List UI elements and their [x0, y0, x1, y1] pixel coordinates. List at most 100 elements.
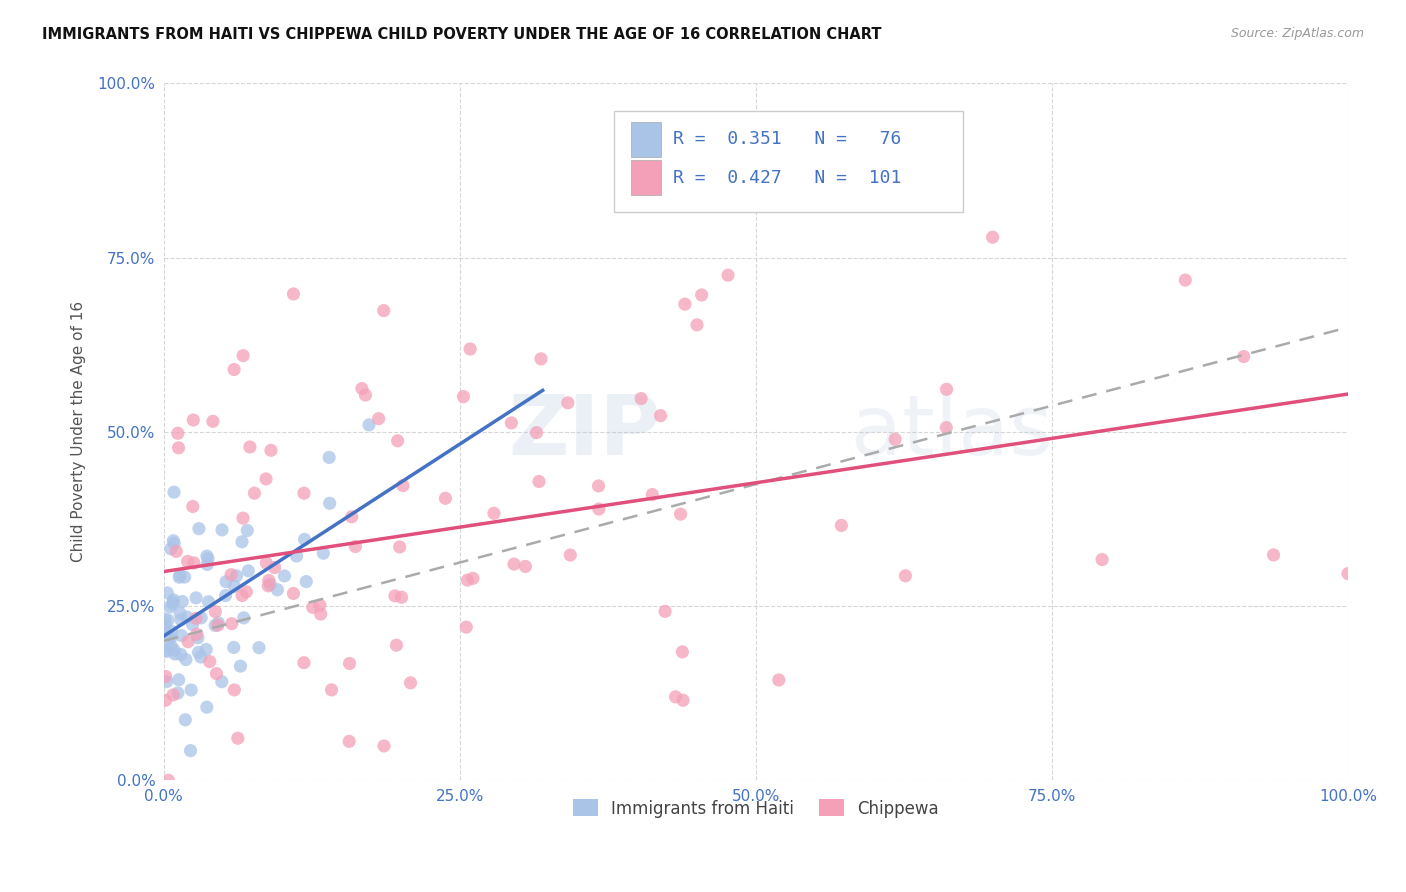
Point	[301, 600, 323, 615]
Point	[295, 574, 318, 589]
Point	[153, 621, 176, 635]
Point	[254, 556, 277, 570]
Point	[160, 640, 183, 654]
Point	[170, 629, 193, 643]
Point	[163, 536, 186, 550]
Point	[247, 640, 270, 655]
Point	[650, 409, 672, 423]
Point	[229, 659, 252, 673]
Point	[221, 616, 243, 631]
Point	[190, 611, 212, 625]
Point	[669, 507, 692, 521]
Point	[163, 643, 186, 657]
Point	[292, 486, 315, 500]
Point	[1263, 548, 1285, 562]
Point	[686, 318, 709, 332]
Point	[155, 669, 177, 683]
Point	[195, 642, 218, 657]
Point	[231, 534, 253, 549]
Point	[186, 627, 208, 641]
Point	[187, 522, 209, 536]
Point	[884, 432, 907, 446]
Point	[184, 611, 207, 625]
Point	[162, 533, 184, 548]
Point	[263, 560, 285, 574]
Point	[215, 574, 238, 589]
Point	[373, 739, 395, 753]
Point	[169, 607, 191, 621]
Point	[935, 420, 957, 434]
Point	[260, 443, 283, 458]
Point	[254, 472, 277, 486]
Y-axis label: Child Poverty Under the Age of 16: Child Poverty Under the Age of 16	[72, 301, 86, 563]
Point	[292, 656, 315, 670]
Point	[160, 541, 183, 556]
Point	[257, 574, 280, 588]
Point	[458, 342, 481, 356]
Point	[387, 434, 409, 448]
Point	[235, 585, 257, 599]
Point	[515, 559, 537, 574]
Point	[222, 640, 245, 655]
Point	[195, 700, 218, 714]
Point	[690, 288, 713, 302]
Point	[173, 570, 195, 584]
Point	[169, 570, 191, 584]
Point	[664, 690, 686, 704]
Point	[211, 523, 233, 537]
Point	[503, 557, 526, 571]
Point	[224, 362, 246, 376]
Point	[180, 683, 202, 698]
Point	[187, 631, 209, 645]
Point	[350, 382, 373, 396]
Point	[159, 600, 181, 615]
Point	[357, 417, 380, 432]
Point	[176, 554, 198, 568]
Point	[162, 597, 184, 611]
Point	[981, 230, 1004, 244]
Point	[453, 390, 475, 404]
Point	[232, 511, 254, 525]
Point	[226, 731, 249, 746]
Point	[259, 577, 281, 591]
Point	[162, 593, 184, 607]
Text: R =  0.427   N =  101: R = 0.427 N = 101	[673, 169, 901, 186]
Point	[243, 486, 266, 500]
Point	[340, 509, 363, 524]
Point	[205, 666, 228, 681]
Point	[163, 647, 186, 661]
Point	[354, 388, 377, 402]
FancyBboxPatch shape	[631, 122, 661, 157]
Point	[527, 475, 550, 489]
Point	[197, 551, 219, 566]
Point	[224, 579, 246, 593]
Point	[157, 773, 180, 788]
Point	[176, 610, 198, 624]
Point	[232, 349, 254, 363]
Point	[181, 413, 204, 427]
Point	[309, 607, 332, 621]
Point	[181, 617, 204, 632]
Point	[530, 351, 553, 366]
Point	[367, 411, 389, 425]
Point	[170, 613, 193, 627]
Point	[225, 569, 247, 583]
Point	[294, 533, 316, 547]
Point	[156, 644, 179, 658]
Point	[197, 595, 219, 609]
Point	[392, 478, 415, 492]
Point	[717, 268, 740, 283]
Point	[167, 673, 190, 687]
Point	[830, 518, 852, 533]
Point	[207, 615, 229, 630]
Point	[190, 650, 212, 665]
Point	[318, 496, 340, 510]
Point	[155, 674, 177, 689]
Point	[388, 540, 411, 554]
Point	[312, 546, 335, 560]
FancyBboxPatch shape	[613, 112, 963, 212]
Point	[257, 579, 280, 593]
Point	[162, 688, 184, 702]
Point	[177, 634, 200, 648]
Point	[588, 502, 610, 516]
